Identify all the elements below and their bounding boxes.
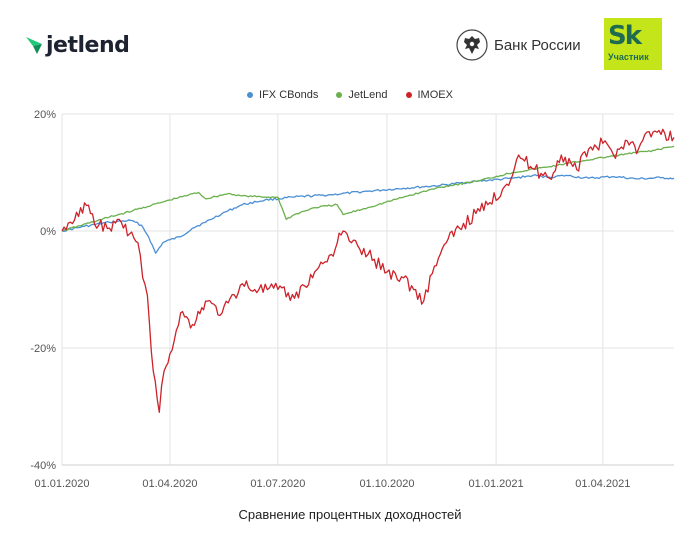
line-chart: 20% 0% -20% -40% 01.01.2020 01.04.2020 01.07.2…: [30, 109, 675, 490]
sk-participant-label: Участник: [608, 52, 649, 62]
x-tick-label: 01.07.2020: [250, 478, 305, 490]
legend-item-imoex[interactable]: IMOEX: [405, 86, 453, 104]
bank-of-russia-text: Банк России: [494, 36, 581, 54]
legend-marker: [336, 92, 343, 98]
x-axis-title: Сравнение процентных доходностей: [238, 507, 462, 522]
y-tick-label: -20%: [30, 343, 56, 355]
series-line-imoex: [61, 128, 675, 413]
bank-of-russia-logo[interactable]: Банк России: [456, 28, 581, 62]
y-tick-label: -40%: [30, 460, 56, 472]
legend-marker: [405, 92, 412, 98]
sk-logo-text: Sk: [608, 21, 642, 51]
jetlend-logo[interactable]: jetlend: [26, 30, 130, 60]
legend-label: IMOEX: [417, 89, 453, 101]
legend-item-ifx-cbonds[interactable]: IFX CBonds: [247, 86, 318, 104]
double-headed-eagle-icon: [456, 29, 488, 61]
y-tick-label: 0%: [40, 226, 56, 238]
x-tick-label: 01.01.2021: [469, 478, 524, 490]
legend-label: JetLend: [348, 89, 388, 101]
skolkovo-participant-badge[interactable]: Sk Участник: [604, 18, 662, 70]
x-tick-label: 01.04.2021: [575, 478, 630, 490]
legend-marker: [247, 92, 254, 98]
series-line-jetlend: [61, 145, 675, 232]
legend-label: IFX CBonds: [259, 89, 319, 101]
x-tick-label: 01.04.2020: [142, 478, 197, 490]
legend-item-jetlend[interactable]: JetLend: [336, 86, 388, 104]
header: jetlend Банк России Sk Участник: [0, 0, 700, 80]
y-tick-label: 20%: [34, 109, 56, 121]
jetlend-logo-text: jetlend: [46, 32, 130, 58]
x-tick-label: 01.10.2020: [359, 478, 414, 490]
series-line-ifx-cbonds: [61, 174, 675, 254]
jetlend-logo-icon: [26, 37, 42, 54]
chart-legend: IFX CBonds JetLend IMOEX: [0, 86, 700, 104]
x-tick-label: 01.01.2020: [34, 478, 89, 490]
